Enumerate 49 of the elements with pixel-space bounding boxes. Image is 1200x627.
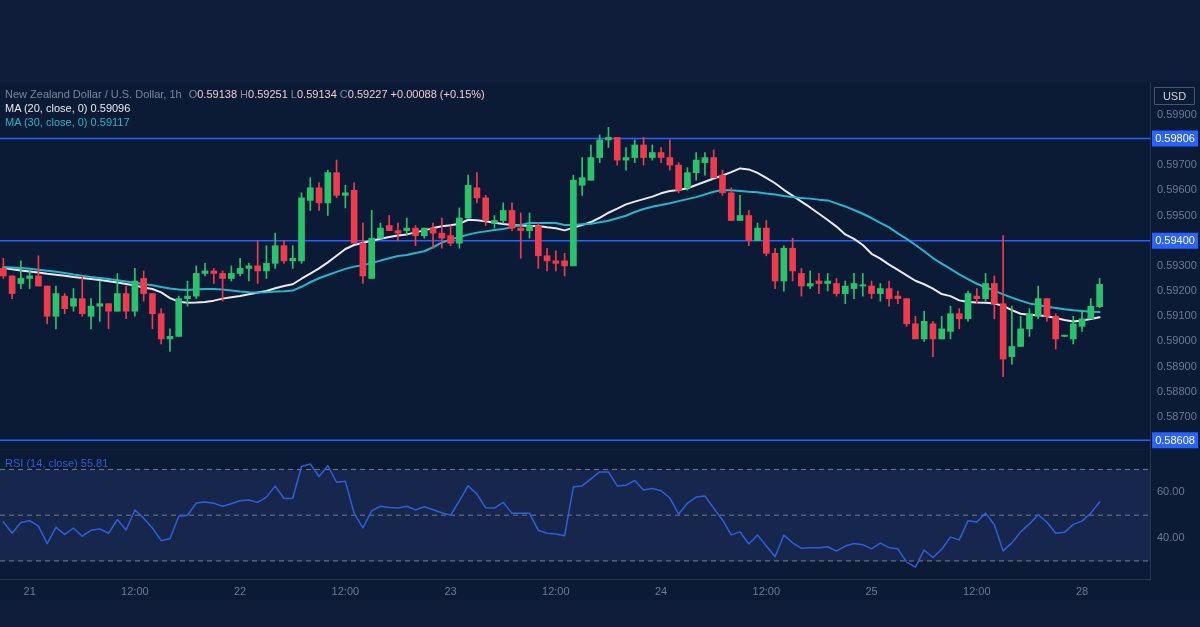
candlestick (973, 288, 981, 304)
candlestick (824, 273, 832, 292)
candlestick (403, 217, 411, 236)
y-tick-label: 0.59700 (1157, 158, 1197, 171)
x-tick-label: 12:00 (331, 584, 360, 597)
y-tick-label: 0.58800 (1157, 384, 1197, 397)
x-tick-label: 25 (865, 584, 878, 597)
candlestick (578, 157, 586, 196)
candlestick (96, 280, 104, 322)
y-tick-label: 40.00 (1157, 531, 1185, 544)
candlestick (17, 260, 25, 289)
candlestick (806, 270, 814, 289)
candlestick (210, 268, 218, 284)
text: New Zealand Dollar / U.S. Dollar, 1h (5, 88, 182, 100)
x-tick-label: 24 (654, 584, 668, 597)
annotation: O0.59138 H0.59251 L0.59134 C0.59227 +0.00088 (+0.15%) (188, 88, 485, 100)
candlestick (850, 273, 858, 299)
candlestick (859, 273, 867, 297)
text: 0.59806 (1155, 131, 1195, 144)
candlestick (517, 212, 525, 259)
y-tick-label: 0.59300 (1157, 258, 1197, 271)
candlestick (438, 217, 446, 249)
text: MA (20, close, 0) 0.59096 (5, 102, 131, 114)
y-tick-label: 0.59100 (1157, 309, 1197, 322)
text: RSI (14, close) 55.81 (5, 457, 109, 469)
x-tick-label: 22 (234, 584, 247, 597)
candlestick (289, 245, 297, 269)
x-tick-label: 12:00 (121, 584, 149, 597)
y-tick-label: 0.59900 (1157, 107, 1197, 120)
y-axis-title: USD (1162, 89, 1187, 102)
candlestick (1008, 305, 1016, 365)
x-tick-label: 12:00 (542, 584, 570, 597)
x-tick-label: 28 (1075, 584, 1089, 597)
candlestick (736, 195, 744, 221)
text: MA (30, close, 0) 0.59117 (5, 116, 130, 128)
y-tick-label: 0.59000 (1157, 334, 1197, 347)
y-tick-label: 60.00 (1157, 485, 1185, 498)
x-tick-label: 21 (23, 584, 36, 597)
x-tick-label: 23 (444, 584, 457, 597)
text: 0.58608 (1155, 433, 1195, 446)
candlestick (701, 152, 709, 176)
y-tick-label: 0.58700 (1157, 410, 1197, 423)
x-tick-label: 12:00 (752, 584, 781, 597)
x-tick-label: 12:00 (963, 584, 991, 597)
y-tick-label: 0.59200 (1157, 284, 1197, 297)
y-tick-label: 0.58900 (1157, 359, 1197, 372)
y-tick-label: 0.59600 (1157, 183, 1197, 196)
y-tick-label: 0.59500 (1157, 208, 1197, 221)
text: 0.59400 (1155, 234, 1195, 247)
